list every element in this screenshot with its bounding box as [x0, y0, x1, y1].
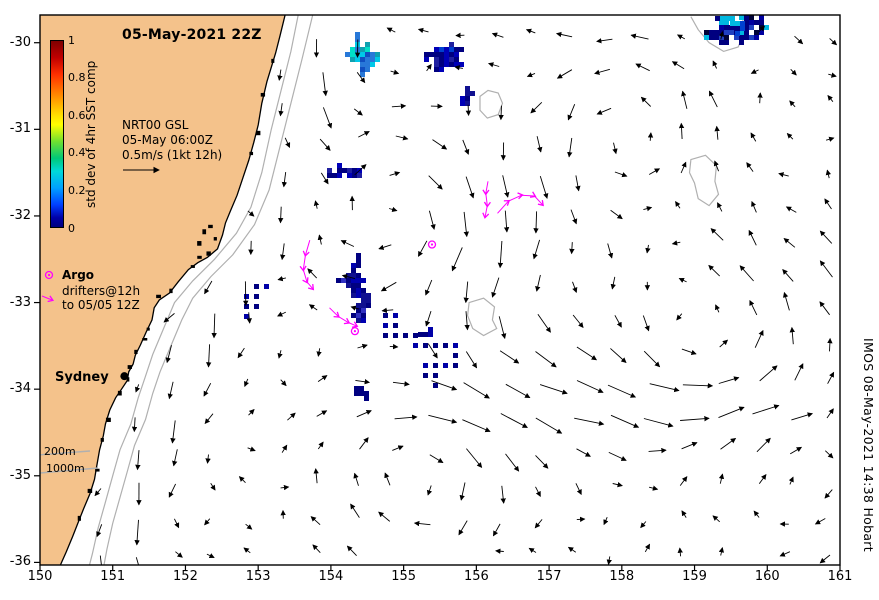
x-tick-label: 154	[318, 569, 344, 584]
drifter-tracks	[303, 181, 543, 336]
model-time: 05-May 06:00Z	[122, 133, 214, 147]
colorbar-tick-label: 0.4	[68, 146, 86, 160]
x-tick-label: 155	[391, 569, 417, 584]
coast-feature-mark	[206, 251, 211, 256]
colorbar-tick-label: 0.8	[68, 71, 86, 85]
colorbar-tick-label: 0	[68, 221, 75, 235]
colorbar-tick-label: 0.6	[68, 108, 86, 122]
coast-feature-mark	[255, 130, 261, 136]
coast-feature-mark	[202, 229, 207, 235]
coast-feature-mark	[156, 294, 161, 299]
colorbar-tick-label: 0.2	[68, 183, 86, 197]
coast-feature-mark	[249, 151, 254, 156]
legend-argo-marker	[44, 270, 54, 280]
argo-float-marker	[350, 326, 360, 336]
city-label: Sydney	[55, 370, 109, 385]
coast-feature-mark	[134, 349, 138, 354]
colorbar-label: std dev of 4hr SST comp	[84, 60, 98, 208]
coast-feature-mark	[87, 488, 93, 493]
x-tick-label: 159	[682, 569, 707, 584]
y-tick-label: -34	[9, 381, 31, 397]
coast-feature-mark	[197, 255, 202, 259]
coast-feature-mark	[213, 237, 217, 241]
x-tick-label: 151	[100, 569, 126, 584]
x-tick-label: 161	[827, 569, 853, 584]
watermark-timestamp: IMOS 08-May-2021 14:38 Hobart	[861, 338, 876, 552]
legend-drifters-label: drifters@12h	[62, 284, 141, 298]
y-tick-label: -36	[9, 554, 31, 570]
depth-1000m-label: 1000m	[46, 462, 85, 475]
coast-feature-mark	[126, 377, 130, 382]
y-tick-label: -31	[9, 121, 31, 137]
coast-feature-mark	[100, 437, 104, 442]
drifter-track	[485, 181, 488, 217]
drifter-track	[329, 307, 357, 326]
y-tick-label: -30	[9, 34, 31, 50]
coast-feature-mark	[271, 58, 275, 63]
coast-feature-mark	[197, 241, 202, 246]
colorbar-tick-label: 1	[68, 33, 75, 47]
drifter-track	[497, 195, 543, 214]
plot-border	[39, 14, 841, 566]
coast-feature-mark	[208, 224, 213, 229]
x-tick-label: 152	[173, 569, 198, 584]
legend-drifter-marker	[41, 295, 52, 300]
bathymetry-contours	[40, 15, 747, 565]
coast-feature-mark	[77, 515, 81, 521]
model-name: NRT00 GSL	[122, 118, 189, 132]
vector-scale-label: 0.5m/s (1kt 12h)	[122, 148, 223, 162]
x-tick-label: 158	[609, 569, 635, 584]
x-tick-label: 157	[536, 569, 562, 584]
argo-float-marker	[427, 240, 437, 249]
coast-feature-mark	[146, 327, 150, 331]
coast-feature-mark	[105, 417, 111, 422]
y-tick-label: -33	[9, 294, 31, 310]
coast-feature-mark	[127, 365, 132, 369]
axes-and-markers	[34, 14, 841, 571]
sst-stddev-patches	[244, 15, 769, 401]
coast-feature-mark	[117, 390, 122, 396]
legend-drifters-date: to 05/05 12Z	[62, 298, 140, 312]
coast-feature-mark	[260, 92, 266, 97]
coast-feature-mark	[190, 265, 195, 268]
coast-feature-mark	[142, 338, 148, 341]
current-vector-arrows	[94, 25, 838, 565]
coast-feature-mark	[95, 468, 100, 472]
coast-feature-mark	[169, 288, 173, 294]
city-dot	[120, 372, 129, 381]
drifter-track	[303, 240, 312, 289]
x-tick-label: 153	[245, 569, 271, 584]
y-tick-label: -35	[9, 467, 31, 483]
x-tick-label: 160	[754, 569, 780, 584]
legend-argo-label: Argo	[62, 268, 95, 282]
x-tick-label: 156	[463, 569, 489, 584]
plot-title: 05-May-2021 22Z	[122, 27, 262, 43]
depth-200m-label: 200m	[44, 445, 76, 458]
model-info-box: NRT00 GSL 05-May 06:00Z 0.5m/s (1kt 12h)	[122, 118, 222, 163]
y-tick-label: -32	[9, 207, 31, 223]
colorbar	[50, 40, 64, 228]
x-tick-label: 150	[27, 569, 53, 584]
